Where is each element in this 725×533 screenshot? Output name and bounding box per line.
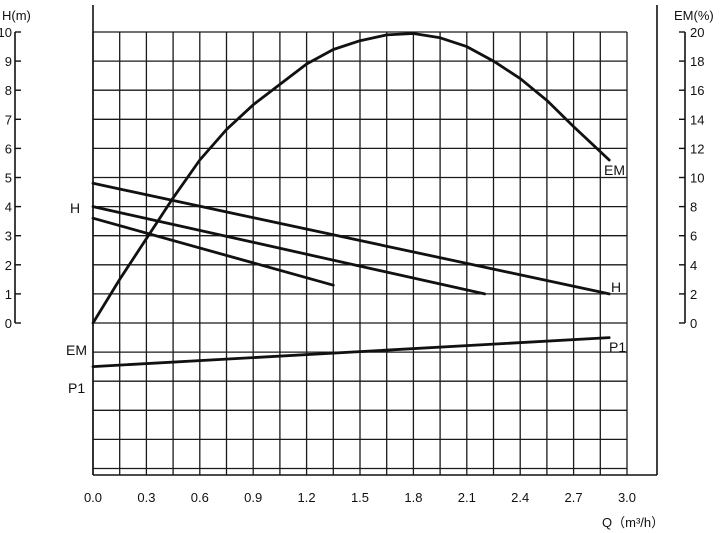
p1-curve-label-left: P1 <box>68 380 85 396</box>
chart-series <box>91 32 611 369</box>
x-axis-tick-label: 0.3 <box>137 490 155 505</box>
right-axis-tick-label: 20 <box>690 25 704 40</box>
left-axis-tick-label: 6 <box>5 141 12 156</box>
right-axis-tick-label: 12 <box>690 141 704 156</box>
p1-curve-label-right: P1 <box>609 339 626 355</box>
x-axis-tick-label: 2.7 <box>565 490 583 505</box>
right-axis-tick-label: 2 <box>690 287 697 302</box>
x-axis-tick-label: 1.5 <box>351 490 369 505</box>
left-axis-tick-label: 5 <box>5 171 12 186</box>
p1-curve-line <box>91 336 611 369</box>
right-axis-tick-label: 0 <box>690 316 697 331</box>
left-axis-title: H(m) <box>2 8 31 23</box>
h-curve-line-3 <box>91 216 335 287</box>
x-axis-title: Q（m³/h） <box>602 515 664 530</box>
chart-grid <box>92 31 628 475</box>
left-axis-tick-label: 4 <box>5 200 12 215</box>
right-axis-tick-label: 8 <box>690 200 697 215</box>
x-axis-tick-label: 2.1 <box>458 490 476 505</box>
left-axis-tick-label: 1 <box>5 287 12 302</box>
left-axis-tick-label: 10 <box>0 25 12 40</box>
h-curve-line-1 <box>91 181 611 296</box>
right-axis-ticks: 0 2 4 6 8 10 12 14 16 18 20 <box>679 25 704 331</box>
left-axis-tick-label: 0 <box>5 316 12 331</box>
x-axis-tick-label: 0.9 <box>244 490 262 505</box>
x-axis-ticks: 0.0 0.3 0.6 0.9 1.2 1.5 1.8 2.1 2.4 2.7 3.0 <box>84 490 636 505</box>
x-axis-tick-label: 1.8 <box>404 490 422 505</box>
right-axis-tick-label: 4 <box>690 258 697 273</box>
left-axis-ticks: 0 1 2 3 4 5 6 7 8 9 10 <box>0 25 21 331</box>
x-axis-tick-label: 0.6 <box>191 490 209 505</box>
left-axis-tick-label: 9 <box>5 54 12 69</box>
chart-frame <box>14 5 686 476</box>
right-axis-tick-label: 6 <box>690 229 697 244</box>
left-axis-tick-label: 3 <box>5 229 12 244</box>
left-axis-tick-label: 8 <box>5 83 12 98</box>
em-curve-label-left: EM <box>66 342 87 358</box>
right-axis-tick-label: 10 <box>690 171 704 186</box>
x-axis-tick-label: 3.0 <box>618 490 636 505</box>
x-axis-tick-label: 0.0 <box>84 490 102 505</box>
right-axis-tick-label: 16 <box>690 83 704 98</box>
right-axis-title: EM(%) <box>674 8 714 23</box>
em-curve-label-right: EM <box>604 162 625 178</box>
h-curve-label-right: H <box>611 279 621 295</box>
left-axis-tick-label: 7 <box>5 112 12 127</box>
x-axis-tick-label: 1.2 <box>298 490 316 505</box>
em-curve-line <box>91 32 611 325</box>
h-curve-label-left: H <box>70 200 80 216</box>
x-axis-tick-label: 2.4 <box>511 490 529 505</box>
right-axis-tick-label: 14 <box>690 112 704 127</box>
left-axis-tick-label: 2 <box>5 258 12 273</box>
h-curve-line-2 <box>91 205 487 296</box>
right-axis-tick-label: 18 <box>690 54 704 69</box>
